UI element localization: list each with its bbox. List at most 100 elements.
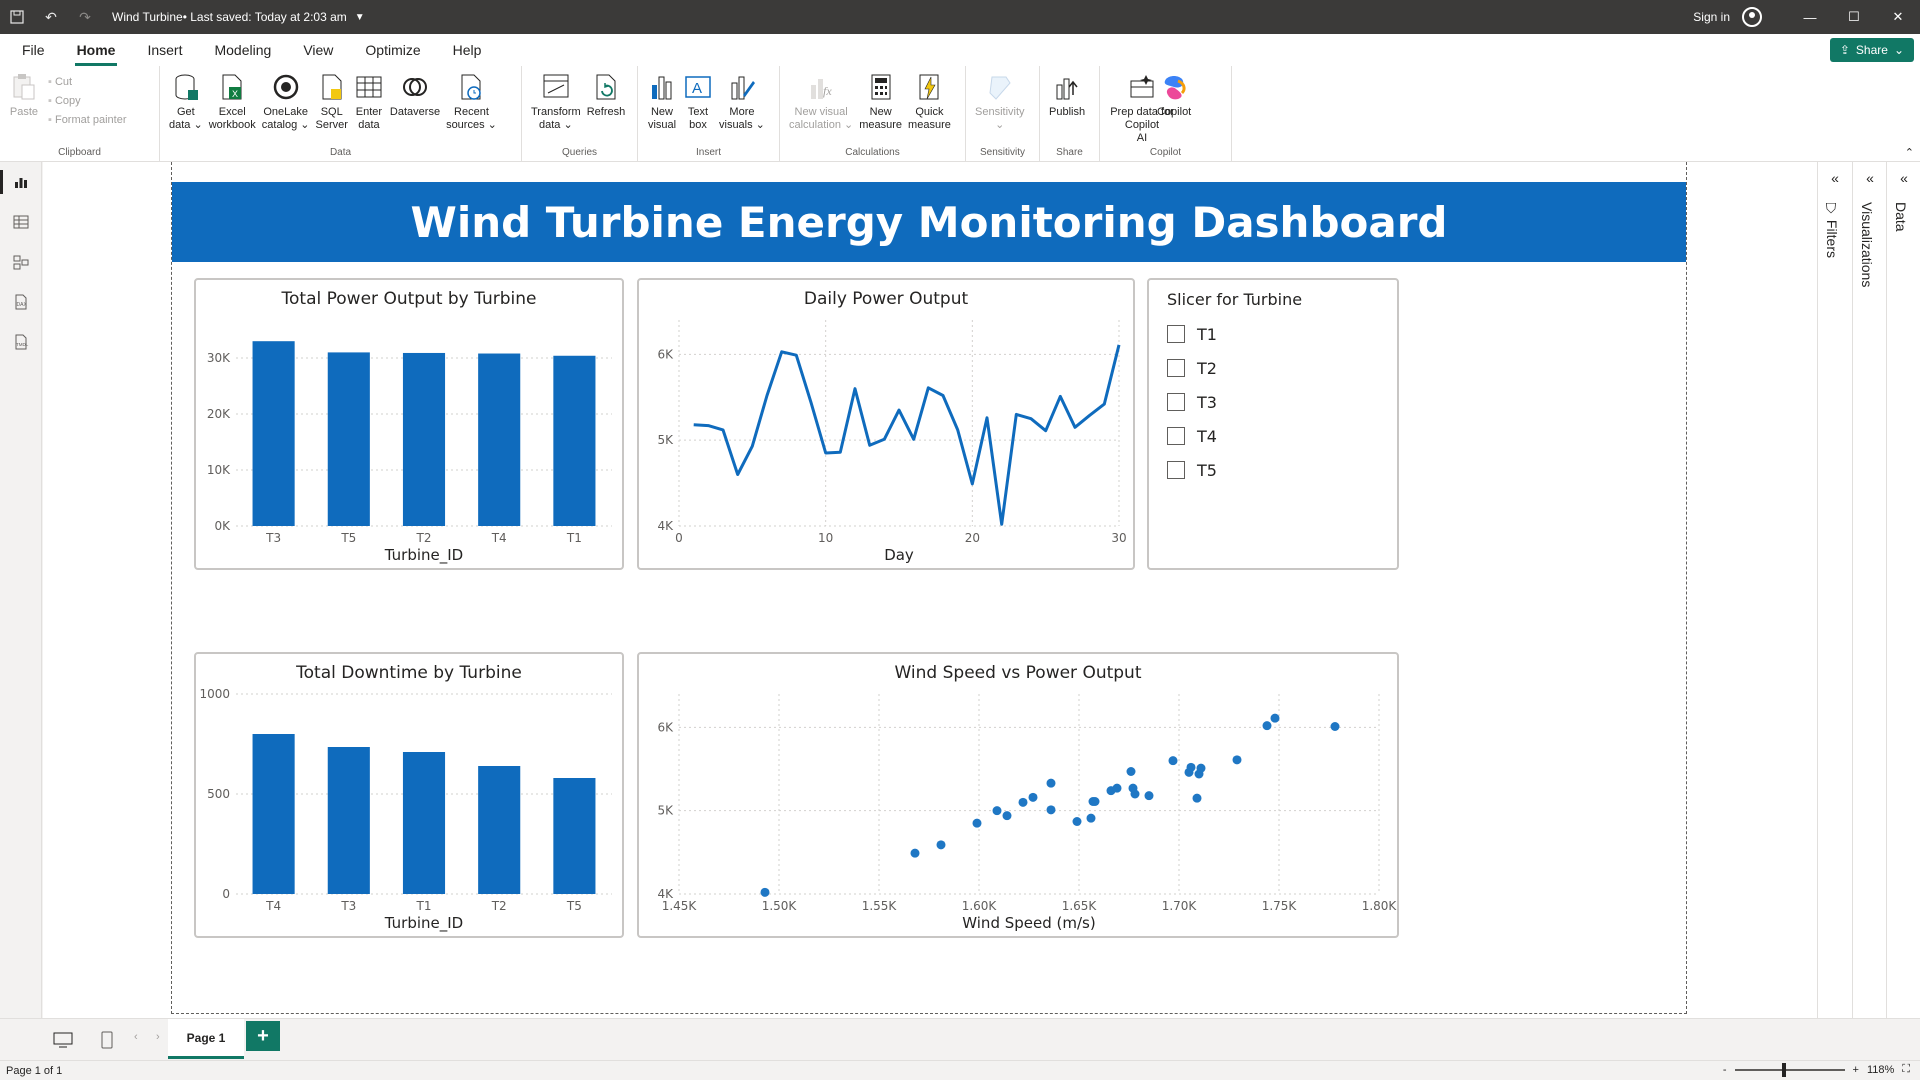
y-tick-label: 0K xyxy=(214,519,231,533)
refresh-button[interactable]: Refresh xyxy=(584,70,629,162)
checkbox-icon[interactable] xyxy=(1167,359,1185,377)
downtime-chart[interactable]: Total Downtime by Turbine 0 500 1000 T4 T3 T1 T… xyxy=(194,652,624,938)
power-output-chart[interactable]: Total Power Output by Turbine 0K 10K 20K 30K… xyxy=(194,278,624,570)
x-axis-title: Turbine_ID xyxy=(384,546,463,565)
cut-button[interactable]: Cut xyxy=(48,76,127,88)
save-icon[interactable] xyxy=(0,0,34,34)
account-avatar-icon[interactable] xyxy=(1742,7,1762,27)
collapse-ribbon-icon[interactable]: ⌃ xyxy=(1904,147,1914,159)
redo-icon[interactable]: ↷ xyxy=(79,8,91,25)
title-dropdown-icon[interactable]: ▼ xyxy=(354,11,365,23)
copilot-label: Copilot xyxy=(1157,106,1192,118)
slicer-item-label: T1 xyxy=(1197,324,1217,344)
chart-title: Total Downtime by Turbine xyxy=(295,663,522,683)
zoom-slider-thumb[interactable] xyxy=(1782,1062,1787,1077)
slicer-item-t3[interactable]: T3 xyxy=(1167,385,1379,419)
zoom-slider[interactable] xyxy=(1734,1062,1845,1077)
excel-workbook-button[interactable]: X Excel workbook xyxy=(206,70,259,162)
undo-icon[interactable]: ↶ xyxy=(45,8,57,25)
visualizations-pane[interactable]: « Visualizations xyxy=(1852,162,1886,1018)
menu-modeling[interactable]: Modeling xyxy=(214,42,272,58)
checkbox-icon[interactable] xyxy=(1167,393,1185,411)
save-status: • Last saved: Today at 2:03 am xyxy=(182,10,347,24)
zoom-out-icon[interactable]: - xyxy=(1722,1063,1727,1076)
transform-data-button[interactable]: Transform data ⌄ xyxy=(528,70,584,162)
text-box-button[interactable]: A Text box xyxy=(680,70,716,162)
new-visual-calculation-button[interactable]: fx New visual calculation ⌄ xyxy=(786,70,856,162)
mobile-layout-icon[interactable] xyxy=(92,1027,122,1053)
sensitivity-icon xyxy=(985,72,1015,102)
new-visual-button[interactable]: New visual xyxy=(644,70,680,162)
slicer-item-t2[interactable]: T2 xyxy=(1167,351,1379,385)
close-window-button[interactable]: ✕ xyxy=(1892,9,1904,24)
slicer-item-t1[interactable]: T1 xyxy=(1167,317,1379,351)
filters-pane[interactable]: « ⛉ Filters xyxy=(1818,162,1852,1018)
add-page-button[interactable]: + xyxy=(246,1021,280,1051)
checkbox-icon[interactable] xyxy=(1167,461,1185,479)
publish-button[interactable]: Publish xyxy=(1046,70,1088,162)
document-title[interactable]: Wind Turbine xyxy=(112,10,183,24)
tab-page-1[interactable]: Page 1 xyxy=(168,1019,244,1059)
turbine-slicer[interactable]: Slicer for Turbine T1 T2 T3 T4 T5 xyxy=(1147,278,1399,570)
bar-t3 xyxy=(252,341,295,526)
prep-data-copilot-button[interactable]: Prep data for Copilot AI xyxy=(1106,70,1178,162)
format-painter-button[interactable]: Format painter xyxy=(48,114,127,126)
copy-button[interactable]: Copy xyxy=(48,95,127,107)
data-pane[interactable]: « Data xyxy=(1886,162,1920,1018)
y-tick-label: 20K xyxy=(207,407,231,421)
report-view-icon[interactable] xyxy=(0,162,42,202)
x-tick-label: 30 xyxy=(1111,531,1126,545)
scatter-point xyxy=(1192,793,1202,803)
dashboard-title-banner[interactable]: Wind Turbine Energy Monitoring Dashboard xyxy=(172,182,1686,262)
zoom-level[interactable]: 118% xyxy=(1866,1063,1895,1076)
menu-home[interactable]: Home xyxy=(61,34,132,66)
new-measure-button[interactable]: New measure xyxy=(856,70,905,162)
minimize-button[interactable]: — xyxy=(1803,9,1817,25)
more-visuals-button[interactable]: More visuals ⌄ xyxy=(716,70,768,162)
expand-data-icon[interactable]: « xyxy=(1900,170,1908,186)
scatter-point xyxy=(1002,811,1012,821)
onelake-catalog-button[interactable]: OneLake catalog ⌄ xyxy=(259,70,313,162)
new-visual-icon xyxy=(647,72,677,102)
table-view-icon[interactable] xyxy=(0,202,42,242)
menu-view[interactable]: View xyxy=(303,42,334,58)
enter-data-button[interactable]: Enter data xyxy=(351,70,387,162)
wind-vs-power-chart[interactable]: Wind Speed vs Power Output 4K 5K 6K 1.45K 1.5… xyxy=(637,652,1399,938)
scatter-point xyxy=(1028,792,1038,802)
zoom-in-icon[interactable]: + xyxy=(1852,1063,1859,1076)
data-group: Get data ⌄ X Excel workbook OneLake cata… xyxy=(160,66,522,162)
dax-query-view-icon[interactable]: DAX xyxy=(0,282,42,322)
get-data-button[interactable]: Get data ⌄ xyxy=(166,70,206,162)
checkbox-icon[interactable] xyxy=(1167,325,1185,343)
scatter-point xyxy=(972,818,982,828)
sign-in-link[interactable]: Sign in xyxy=(1693,10,1730,24)
menu-file[interactable]: File xyxy=(22,42,45,58)
menu-help[interactable]: Help xyxy=(452,42,482,58)
menu-insert[interactable]: Insert xyxy=(147,42,183,58)
expand-filters-icon[interactable]: « xyxy=(1831,170,1839,186)
x-tick-label: 1.80K xyxy=(1362,899,1397,913)
slicer-item-t5[interactable]: T5 xyxy=(1167,453,1379,487)
copilot-button[interactable]: Copilot xyxy=(1154,70,1194,162)
sql-server-button[interactable]: SQL Server xyxy=(313,70,351,162)
recent-sources-button[interactable]: Recent sources ⌄ xyxy=(443,70,500,162)
dataverse-button[interactable]: Dataverse xyxy=(387,70,443,162)
next-page-icon[interactable]: › xyxy=(156,1031,160,1043)
model-view-icon[interactable] xyxy=(0,242,42,282)
paste-button[interactable]: Paste xyxy=(6,70,42,162)
slicer-item-t4[interactable]: T4 xyxy=(1167,419,1379,453)
menu-optimize[interactable]: Optimize xyxy=(365,42,421,58)
expand-visualizations-icon[interactable]: « xyxy=(1866,170,1874,186)
quick-measure-button[interactable]: Quick measure xyxy=(905,70,954,162)
desktop-layout-icon[interactable] xyxy=(48,1027,78,1053)
fit-to-page-icon[interactable]: ⛶ xyxy=(1902,1063,1910,1075)
scatter-point xyxy=(1018,797,1028,807)
previous-page-icon[interactable]: ‹ xyxy=(134,1031,138,1043)
tmdl-view-icon[interactable]: TMDL xyxy=(0,322,42,362)
checkbox-icon[interactable] xyxy=(1167,427,1185,445)
scatter-point xyxy=(936,840,946,850)
daily-power-chart[interactable]: Daily Power Output 4K 5K 6K 0 10 20 30 Day xyxy=(637,278,1135,570)
maximize-button[interactable]: ☐ xyxy=(1848,9,1860,24)
share-button[interactable]: ⇪ Share ⌄ xyxy=(1829,38,1914,62)
sensitivity-button[interactable]: Sensitivity ⌄ xyxy=(972,70,1028,162)
